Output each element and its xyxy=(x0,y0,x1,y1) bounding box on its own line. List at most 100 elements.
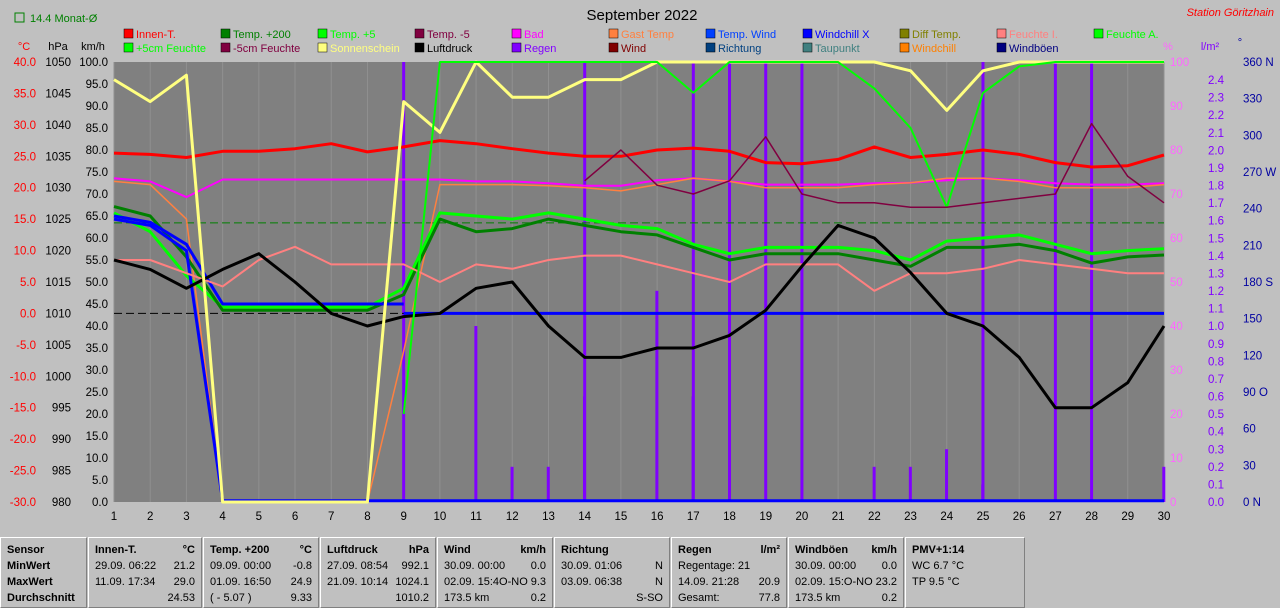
rain-tick-label: 0.4 xyxy=(1208,427,1225,439)
wind-tick-label: 0.0 xyxy=(92,497,108,509)
legend-label: +5cm Feuchte xyxy=(136,43,206,55)
stats-avg: 24.53 xyxy=(95,590,195,606)
label-min: MinWert xyxy=(7,560,51,572)
wind-tick-label: 60.0 xyxy=(86,233,108,245)
stats-max-text: 21.09. 10:14 xyxy=(327,576,389,588)
series-line xyxy=(113,205,1165,312)
stats-min-text: Regentage: 21 xyxy=(678,560,751,572)
dir-tick-label: 60 xyxy=(1243,424,1256,436)
rain-bar xyxy=(691,396,695,502)
pct-tick-label: 30 xyxy=(1170,365,1183,377)
stats-max-value: 29.0 xyxy=(173,576,195,588)
stats-avg-value: 77.8 xyxy=(758,592,780,604)
stats-title: PMV+1:14 xyxy=(912,542,1018,558)
stats-min: 09.09. 00:00 -0.8 xyxy=(210,558,312,574)
stats-min-value: N xyxy=(655,560,663,572)
stats-title: Temp. +200 °C xyxy=(210,542,312,558)
dir-tick-label: 90 O xyxy=(1243,387,1268,399)
wind-tick-label: 90.0 xyxy=(86,101,108,113)
stats-title-text: PMV+1:14 xyxy=(912,544,965,556)
press-unit: hPa xyxy=(48,41,68,53)
legend-swatch xyxy=(1093,28,1104,39)
legend-swatch xyxy=(220,28,231,39)
stats-max-text: 02.09. 15:O-NO xyxy=(795,576,873,588)
legend-swatch xyxy=(317,42,328,53)
stats-max-text: 14.09. 21:28 xyxy=(678,576,740,588)
wind-tick-label: 40.0 xyxy=(86,321,108,333)
wind-tick-label: 25.0 xyxy=(86,387,108,399)
x-tick-label: 17 xyxy=(687,511,700,523)
stats-title-text: Innen-T. xyxy=(95,544,137,556)
temp-tick-label: 5.0 xyxy=(20,277,36,289)
label-avg: Durchschnitt xyxy=(7,592,75,604)
legend-label: Regen xyxy=(524,43,556,55)
stats-title-value: l/m² xyxy=(760,544,780,556)
stats-max: 03.09. 06:38 N xyxy=(561,574,663,590)
temp-tick-label: -20.0 xyxy=(10,434,36,446)
legend-label: Innen-T. xyxy=(136,29,176,41)
dir-tick-label: 120 xyxy=(1243,350,1262,362)
x-tick-label: 10 xyxy=(433,511,446,523)
stats-title-text: Windböen xyxy=(795,544,849,556)
press-tick-label: 1025 xyxy=(45,214,71,226)
legend-swatch xyxy=(899,42,910,53)
x-tick-label: 6 xyxy=(292,511,298,523)
stats-avg-text: 173.5 km xyxy=(795,592,841,604)
rain-tick-label: 0.5 xyxy=(1208,409,1224,421)
rain-bars xyxy=(402,62,1166,502)
x-tick-label: 3 xyxy=(183,511,189,523)
rain-bar xyxy=(908,466,912,502)
rain-tick-label: 1.2 xyxy=(1208,286,1224,298)
press-tick-label: 1010 xyxy=(45,308,71,320)
press-tick-label: 985 xyxy=(52,466,71,478)
pct-tick-label: 80 xyxy=(1170,145,1183,157)
x-tick-label: 30 xyxy=(1158,511,1171,523)
x-tick-label: 5 xyxy=(256,511,262,523)
stats-panel-innen: Innen-T. °C 29.09. 06:22 21.2 11.09. 17:34 29… xyxy=(88,537,202,608)
x-tick-label: 2 xyxy=(147,511,153,523)
stats-max-text: 11.09. 17:34 xyxy=(95,576,156,588)
legend-label: Temp. +5 xyxy=(330,29,376,41)
x-axis-ticks: 1 2 3 4 5 6 7 8 9 10 11 12 13 14 15 16 17 18 19 20 21 22 23 24 2… xyxy=(111,511,1171,523)
stats-min-value: 0.0 xyxy=(881,560,897,572)
x-tick-label: 28 xyxy=(1085,511,1098,523)
temp-tick-label: -15.0 xyxy=(10,403,36,415)
rain-tick-label: 0.9 xyxy=(1208,339,1224,351)
stats-min: 30.09. 00:00 0.0 xyxy=(795,558,897,574)
stats-max-value: 24.9 xyxy=(290,576,312,588)
x-tick-label: 8 xyxy=(364,511,370,523)
wind-tick-label: 100.0 xyxy=(79,57,108,69)
x-tick-label: 9 xyxy=(400,511,406,523)
rain-tick-label: 2.2 xyxy=(1208,110,1224,122)
stats-max: 02.09. 15:4O-NO 9.3 xyxy=(444,574,546,590)
series-line xyxy=(402,61,1164,415)
stats-title: Regen l/m² xyxy=(678,542,780,558)
stats-title: Wind km/h xyxy=(444,542,546,558)
stats-min-value: 0.0 xyxy=(530,560,546,572)
x-tick-label: 16 xyxy=(651,511,664,523)
stats-min-text: 27.09. 08:54 xyxy=(327,560,389,572)
press-tick-label: 980 xyxy=(52,497,71,509)
temp-tick-label: -30.0 xyxy=(10,497,36,509)
legend-label: Feuchte A. xyxy=(1106,29,1159,41)
legend-label: Temp. -5 xyxy=(427,29,470,41)
stats-max-text: 03.09. 06:38 xyxy=(561,576,623,588)
legend-swatch xyxy=(414,42,425,53)
x-tick-label: 15 xyxy=(614,511,627,523)
wind-unit: km/h xyxy=(81,41,105,53)
stats-min-value: 21.2 xyxy=(173,560,195,572)
dir-tick-label: 150 xyxy=(1243,314,1262,326)
legend-label: Gast Temp xyxy=(621,29,674,41)
rain-bar xyxy=(474,326,478,502)
legend-label: Windchill X xyxy=(815,29,870,41)
temp-tick-label: 25.0 xyxy=(14,151,36,163)
legend-swatch xyxy=(802,42,813,53)
rain-bar xyxy=(981,484,985,502)
x-tick-label: 20 xyxy=(796,511,809,523)
stats-max-text: TP 9.5 °C xyxy=(912,576,960,588)
legend-swatch xyxy=(123,42,134,53)
temp-tick-label: 0.0 xyxy=(20,308,36,320)
stats-title-value: km/h xyxy=(520,544,546,556)
temp-tick-label: 15.0 xyxy=(14,214,36,226)
legend-label: Bad xyxy=(524,29,544,41)
